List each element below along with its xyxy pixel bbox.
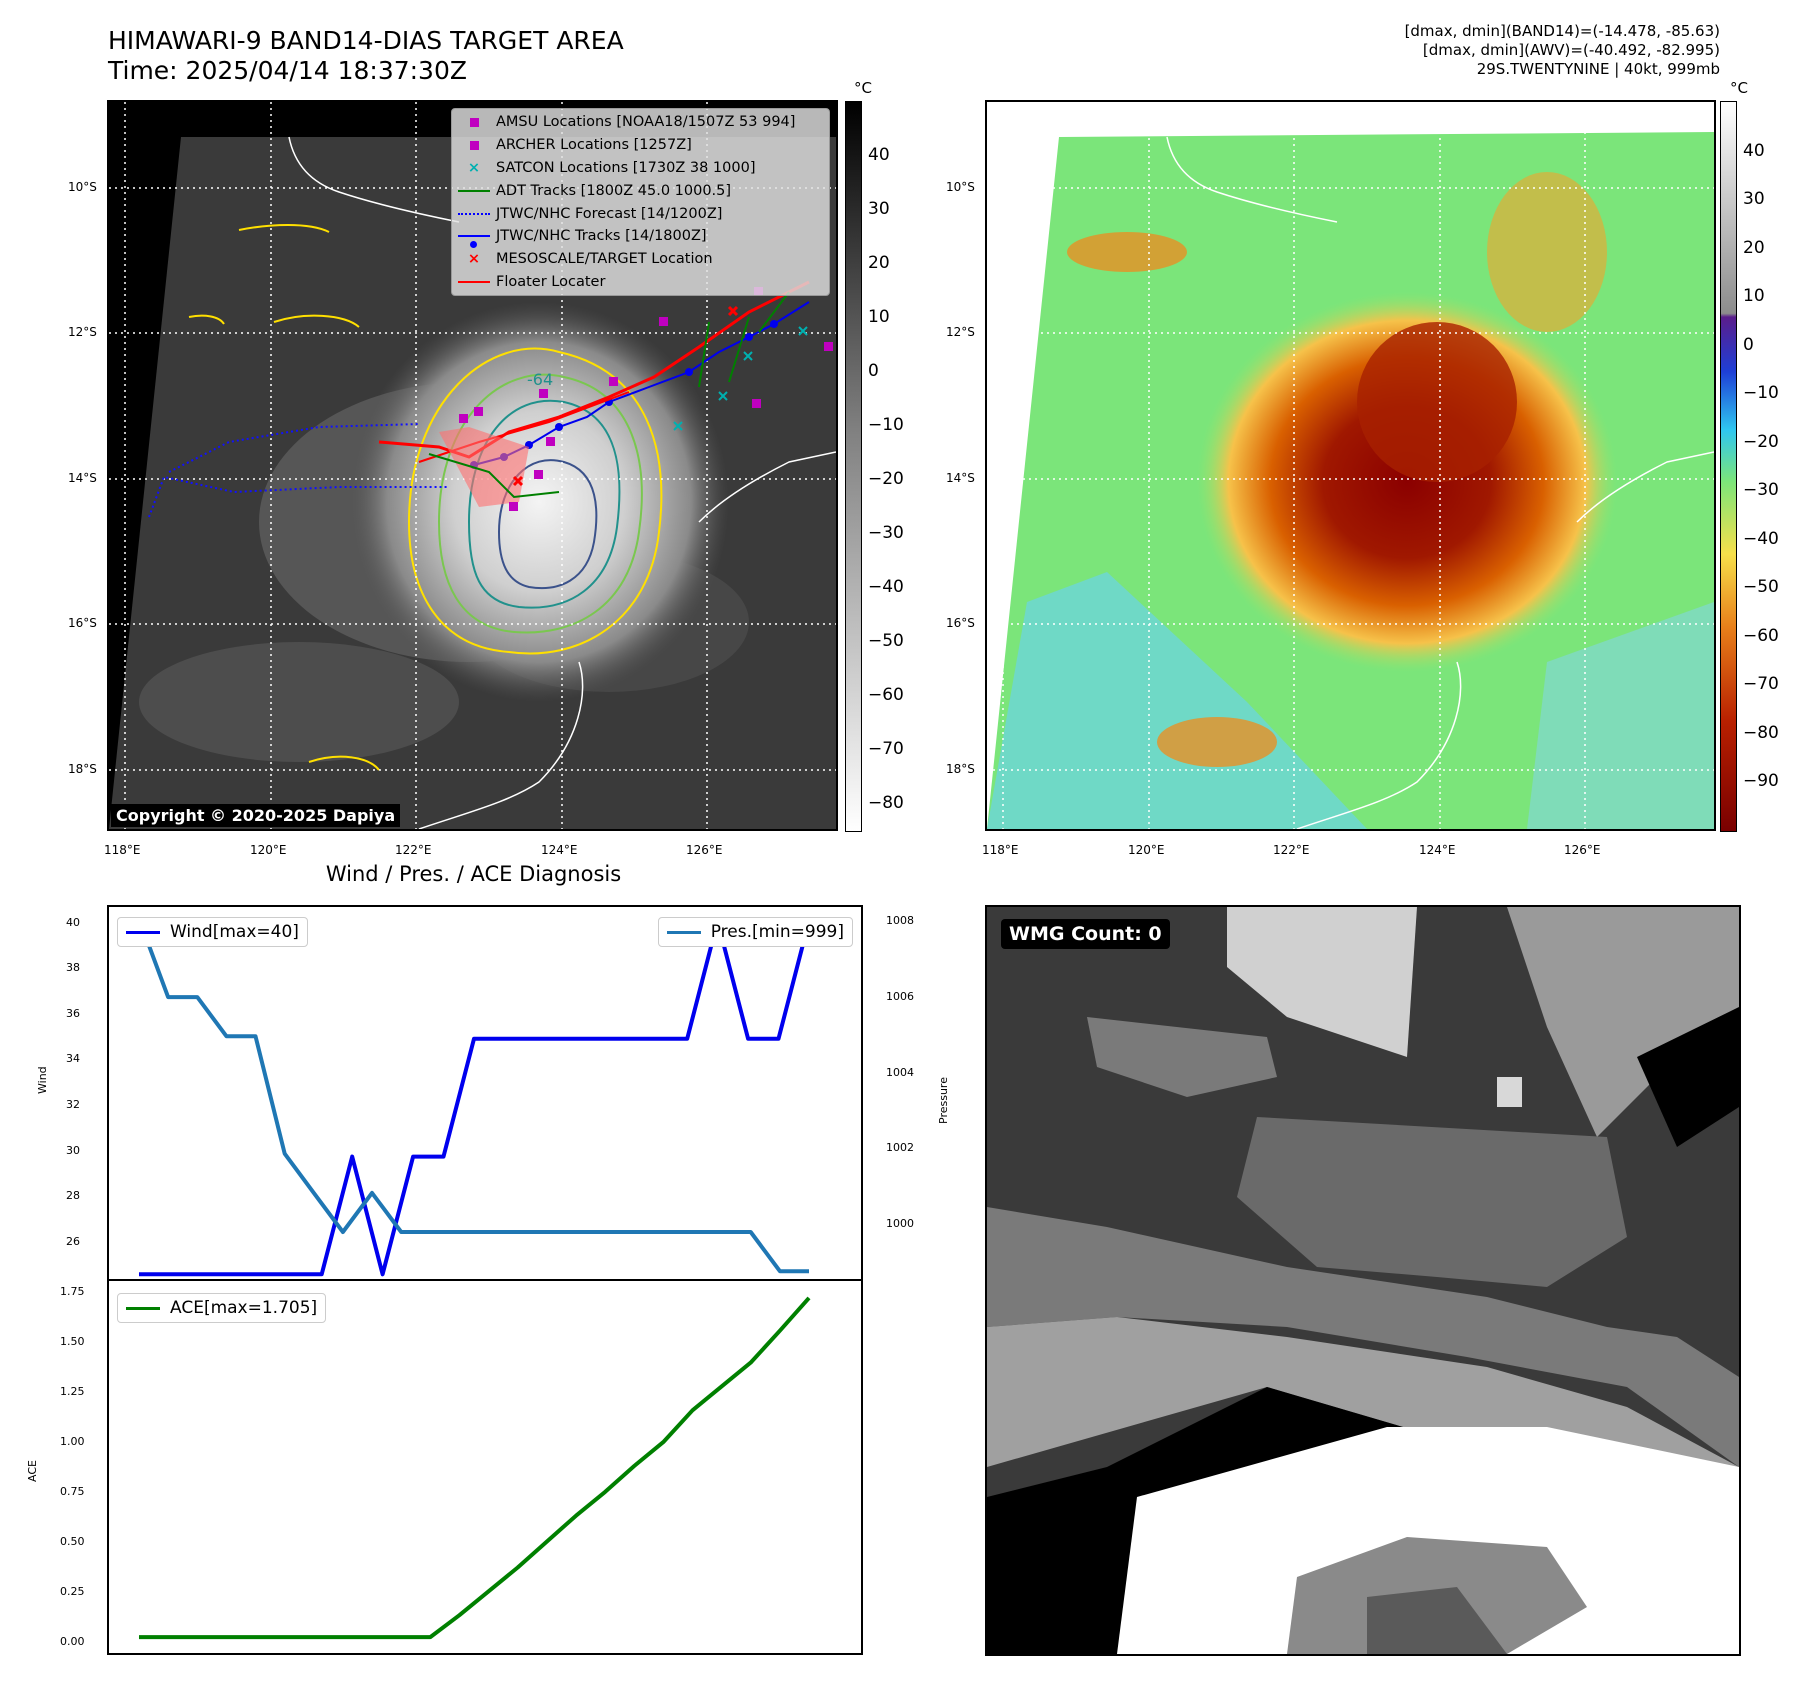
awv-map-panel: [985, 100, 1716, 831]
lat-label: 12°S: [946, 325, 975, 339]
stats-band14: [dmax, dmin](BAND14)=(-14.478, -85.63): [1404, 22, 1720, 40]
lat-label: 18°S: [68, 762, 97, 776]
storm-info: 29S.TWENTYNINE | 40kt, 999mb: [1476, 60, 1720, 78]
lon-label: 126°E: [686, 843, 723, 857]
lon-label: 120°E: [1128, 843, 1165, 857]
pressure-series-line: [137, 918, 809, 1274]
lat-label: 14°S: [68, 471, 97, 485]
ace-svg: [138, 1296, 811, 1640]
wmg-panel: WMG Count: 0: [985, 905, 1741, 1656]
lon-label: 124°E: [1419, 843, 1456, 857]
lon-label: 118°E: [104, 843, 141, 857]
diagnosis-title: Wind / Pres. / ACE Diagnosis: [325, 862, 622, 886]
ace-legend: ACE[max=1.705]: [117, 1293, 327, 1323]
colorbar-unit: °C: [854, 79, 872, 97]
legend-item-adt: ADT Tracks [1800Z 45.0 1000.5]: [452, 179, 829, 202]
map-legend: AMSU Locations [NOAA18/1507Z 53 994] ARC…: [451, 108, 830, 297]
stats-awv: [dmax, dmin](AWV)=(-40.492, -82.995): [1422, 41, 1720, 59]
legend-item-floater: Floater Locater: [452, 271, 829, 294]
copyright-label: Copyright © 2020-2025 Dapiya: [111, 804, 401, 827]
contour-label: -64: [527, 370, 553, 389]
wmg-count-label: WMG Count: 0: [1001, 919, 1170, 949]
lon-label: 124°E: [541, 843, 578, 857]
colorbar-unit: °C: [1730, 79, 1748, 97]
lon-label: 122°E: [395, 843, 432, 857]
lon-label: 122°E: [1273, 843, 1310, 857]
wmg-image: [987, 907, 1739, 1654]
legend-item-jtwc-forecast: JTWC/NHC Forecast [14/1200Z]: [452, 202, 829, 225]
wind-axis-label: Wind: [36, 1066, 49, 1094]
pressure-axis-label: Pressure: [937, 1077, 950, 1124]
ir-map-image: -64: [109, 102, 836, 829]
legend-item-jtwc-tracks: JTWC/NHC Tracks [14/1800Z]: [452, 225, 829, 249]
lat-label: 10°S: [946, 180, 975, 194]
lat-label: 14°S: [946, 471, 975, 485]
legend-item-archer: ARCHER Locations [1257Z]: [452, 134, 829, 157]
lat-label: 12°S: [68, 325, 97, 339]
ace-axis-label: ACE: [26, 1460, 39, 1482]
wind-series-line: [139, 919, 811, 1277]
timestamp: Time: 2025/04/14 18:37:30Z: [108, 56, 467, 85]
lon-label: 120°E: [250, 843, 287, 857]
awv-map-image: [987, 102, 1714, 829]
lat-label: 16°S: [68, 616, 97, 630]
lat-label: 10°S: [68, 180, 97, 194]
ir-map-panel: -64: [107, 100, 838, 831]
ace-plot: ACE[max=1.705]: [107, 1279, 863, 1655]
pressure-legend: Pres.[min=999]: [657, 917, 853, 947]
lon-label: 118°E: [982, 843, 1019, 857]
ir-colorbar: [845, 101, 862, 832]
wind-legend: Wind[max=40]: [117, 917, 308, 947]
lat-label: 16°S: [946, 616, 975, 630]
page-title: HIMAWARI-9 BAND14-DIAS TARGET AREA: [108, 26, 624, 55]
ace-series-line: [139, 1296, 811, 1640]
legend-item-target: × MESOSCALE/TARGET Location: [467, 251, 713, 268]
legend-item-satcon: × SATCON Locations [1730Z 38 1000]: [467, 159, 756, 176]
wind-pressure-svg: [137, 918, 811, 1277]
lat-label: 18°S: [946, 762, 975, 776]
wind-pressure-plot: Wind[max=40] Pres.[min=999]: [107, 905, 863, 1281]
legend-item-amsu: AMSU Locations [NOAA18/1507Z 53 994]: [452, 111, 829, 134]
awv-colorbar: [1720, 101, 1737, 832]
lon-label: 126°E: [1564, 843, 1601, 857]
